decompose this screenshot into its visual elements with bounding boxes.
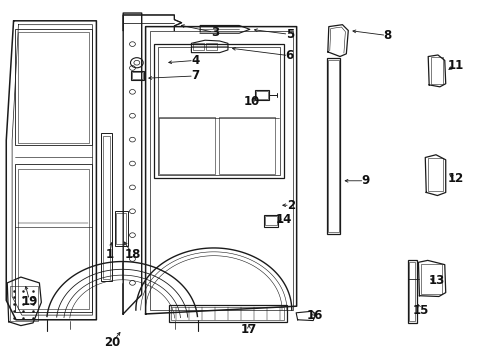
Text: 20: 20: [104, 336, 121, 349]
Bar: [116, 213, 126, 244]
Text: 7: 7: [191, 69, 199, 82]
Bar: [193, 43, 203, 50]
Bar: [15, 165, 93, 312]
Bar: [328, 60, 339, 233]
Bar: [408, 260, 416, 323]
Text: 1: 1: [105, 248, 114, 261]
Bar: [431, 57, 443, 84]
Text: 8: 8: [384, 29, 392, 42]
Bar: [159, 117, 215, 174]
Text: 3: 3: [211, 26, 219, 39]
Bar: [154, 44, 284, 178]
Bar: [19, 169, 89, 309]
Text: 4: 4: [191, 54, 199, 67]
Bar: [206, 43, 217, 50]
Text: 16: 16: [306, 309, 323, 321]
Bar: [256, 91, 268, 99]
Text: 9: 9: [362, 174, 370, 187]
Bar: [264, 215, 278, 226]
Bar: [219, 117, 275, 174]
Text: 19: 19: [22, 294, 38, 308]
Bar: [15, 28, 93, 145]
Bar: [265, 216, 277, 225]
Bar: [103, 136, 110, 279]
Bar: [132, 72, 143, 78]
Bar: [421, 264, 442, 294]
Text: 14: 14: [276, 213, 292, 226]
Bar: [158, 47, 280, 175]
Text: 11: 11: [447, 59, 464, 72]
Text: 12: 12: [447, 172, 464, 185]
Bar: [172, 307, 285, 320]
Bar: [130, 71, 144, 80]
Bar: [327, 58, 341, 234]
Text: 15: 15: [412, 303, 429, 316]
Bar: [19, 32, 89, 143]
Bar: [115, 211, 127, 246]
Text: 18: 18: [125, 248, 141, 261]
Bar: [101, 134, 112, 281]
Text: 17: 17: [241, 323, 257, 336]
Bar: [169, 305, 287, 322]
Text: 13: 13: [428, 274, 444, 287]
Text: 5: 5: [286, 28, 294, 41]
Text: 6: 6: [286, 49, 294, 62]
Text: 10: 10: [244, 95, 260, 108]
Bar: [10, 285, 38, 320]
Bar: [255, 90, 270, 100]
Text: 2: 2: [287, 199, 295, 212]
Bar: [428, 158, 443, 191]
Bar: [149, 31, 293, 310]
Bar: [409, 262, 415, 320]
